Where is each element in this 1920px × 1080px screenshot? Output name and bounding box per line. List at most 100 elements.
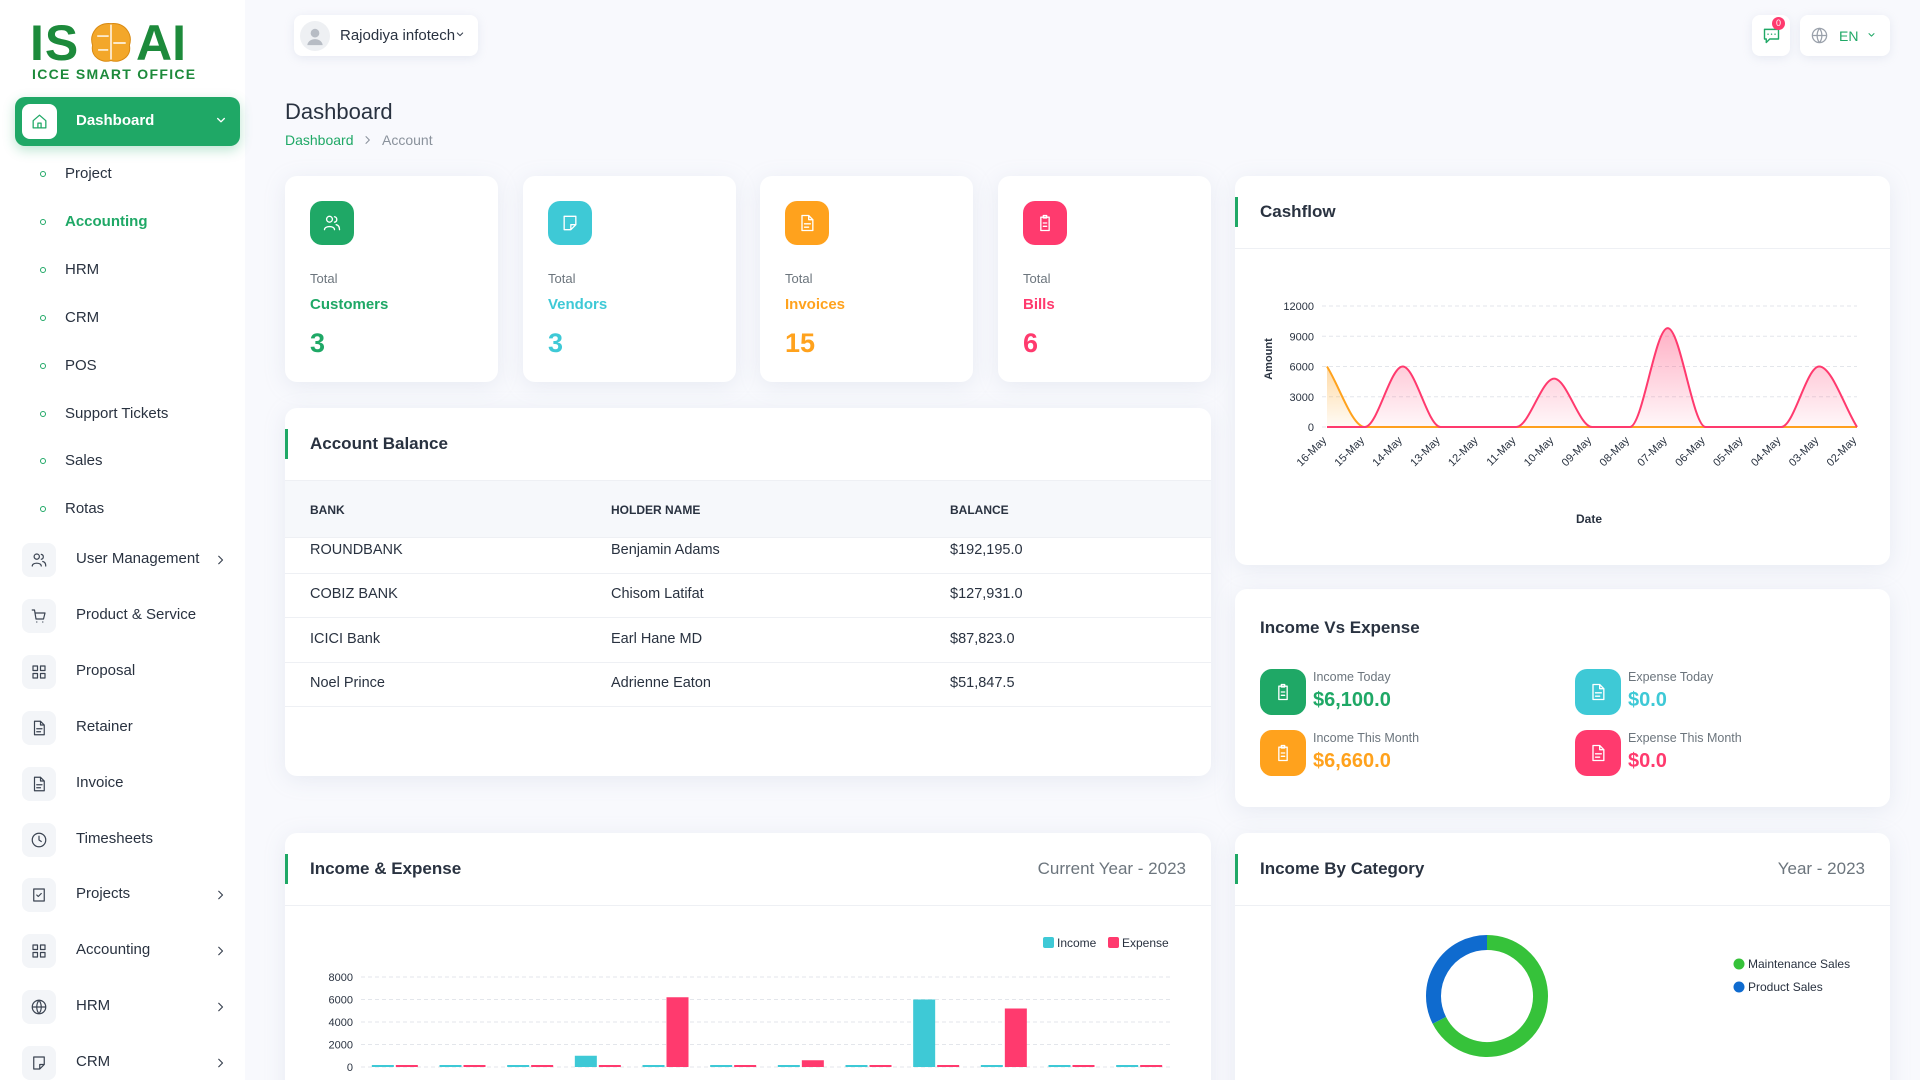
legend-marker [1733,958,1745,970]
card-divider [1235,248,1890,249]
sub-nav-item[interactable]: Support Tickets [65,404,169,422]
nav-item[interactable]: Retainer [76,717,133,735]
icon-shape [32,944,46,958]
breadcrumb-link[interactable]: Dashboard [285,132,354,148]
summary-icon [1260,669,1306,715]
nav-label: Dashboard [76,112,155,129]
notification-badge: 0 [1772,17,1785,30]
column-header: BALANCE [950,503,1009,517]
icon-shape [32,665,46,679]
stat-caption: Total [785,271,813,286]
icon [31,609,46,623]
x-tick-label: 15-May [1333,434,1368,469]
x-tick-label: 04-May [1749,434,1784,469]
stat-label: Customers [310,296,389,313]
icon-shape [218,946,224,956]
x-tick-label: 05-May [1711,434,1746,469]
x-axis-title: Date [1576,512,1602,526]
icon [323,215,341,231]
nav-item[interactable]: Product & Service [76,605,197,623]
nav-icon-box [22,1046,56,1080]
x-tick-label: 08-May [1598,434,1633,469]
sub-nav-item[interactable]: Accounting [65,212,148,230]
donut-slice [1432,935,1548,1057]
icon-shape [365,136,370,144]
icon-shape [801,214,814,232]
card-title: Account Balance [310,434,448,453]
stat-icon [1023,201,1067,245]
nav-item[interactable]: CRM [76,1053,111,1071]
page-title: Dashboard [285,99,393,124]
summary-value: $0.0 [1628,689,1667,711]
icon [31,832,47,847]
card-subtitle: Year - 2023 [1777,859,1865,878]
icon-shape [218,1058,224,1068]
bar [666,997,689,1067]
chart: 0 3000 6000 9000 12000 16-May 15-May 14-May 13-M… [1263,301,1859,526]
summary-label: Income Today [1313,670,1391,684]
stat-caption: Total [310,271,338,286]
icon [1592,744,1605,762]
sub-nav-item[interactable]: Rotas [65,500,105,518]
nav-icon-box [22,990,56,1025]
nav-active[interactable]: Dashboard [15,97,240,146]
income-vs-expense-card: Income Vs Expense Income Today $6,100.0 Exp… [1235,589,1890,807]
chart: 0 2000 4000 6000 8000 Income Expense [329,936,1173,1074]
nav-icon-box [22,934,56,969]
nav-item[interactable]: HRM [76,997,111,1015]
row-divider [285,661,1211,663]
card-title: Income By Category [1260,859,1425,878]
icon-shape [1040,214,1050,232]
bar [1048,1065,1071,1067]
y-tick-label: 8000 [329,972,353,984]
sub-bullet [40,218,46,225]
card-divider [285,480,1211,481]
card-divider [285,905,1211,906]
nav-item[interactable]: User Management [76,550,200,567]
bar [1116,1065,1139,1067]
user-dropdown[interactable]: Rajodiya infotech [294,15,478,56]
stat-value: 15 [785,328,816,358]
bar [801,1060,824,1067]
icon-shape [31,553,47,567]
card-subtitle: Current Year - 2023 [1037,859,1186,878]
icon [365,136,370,144]
table-cell: $127,931.0 [950,586,1023,603]
legend-label: Expense [1122,936,1169,950]
icon-shape [218,555,224,565]
row-divider [285,573,1211,574]
table-cell: ROUNDBANK [310,542,403,558]
card-title: Income Vs Expense [1260,618,1420,637]
nav-item[interactable]: Accounting [76,941,151,959]
table-cell: $192,195.0 [950,542,1023,558]
icon-shape [33,776,45,791]
nav-item[interactable]: Projects [76,885,131,903]
series-line [1327,327,1858,428]
sub-nav-item[interactable]: POS [65,356,97,374]
stat-icon [310,201,354,245]
bar [845,1065,868,1067]
language-button[interactable]: EN [1800,15,1890,56]
summary-label: Expense This Month [1628,731,1742,745]
table-cell: COBIZ BANK [310,586,398,603]
sub-nav-item[interactable]: CRM [65,308,100,326]
sub-bullet [40,458,46,465]
bar [777,1065,800,1067]
sub-nav-item[interactable]: HRM [65,260,100,278]
nav-item[interactable]: Timesheets [76,829,153,847]
bar [913,999,936,1067]
nav-item[interactable]: Proposal [76,661,136,679]
row-divider [285,617,1211,619]
sub-nav-item[interactable]: Sales [65,452,103,470]
sub-bullet [40,506,46,513]
bar [439,1065,462,1067]
legend-marker [1108,937,1119,948]
bar [734,1065,757,1067]
y-tick-label: 3000 [1290,392,1314,404]
table-cell: Benjamin Adams [611,542,720,558]
x-tick-label: 07-May [1635,434,1670,469]
icon [1811,27,1828,44]
nav-item[interactable]: Invoice [76,773,124,791]
sub-nav-item[interactable]: Project [65,165,112,182]
nav-icon-box [22,878,56,913]
